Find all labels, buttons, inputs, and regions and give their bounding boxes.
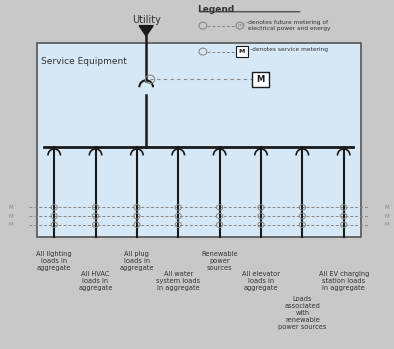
FancyBboxPatch shape bbox=[236, 46, 248, 57]
Text: All water
system loads
in aggregate: All water system loads in aggregate bbox=[156, 272, 200, 291]
Text: M: M bbox=[9, 222, 13, 227]
Text: All elevator
loads in
aggregate: All elevator loads in aggregate bbox=[242, 272, 280, 291]
Text: M: M bbox=[239, 49, 245, 54]
Text: Utility: Utility bbox=[132, 15, 161, 25]
Text: All EV charging
station loads
in aggregate: All EV charging station loads in aggrega… bbox=[318, 272, 369, 291]
Text: All plug
loads in
aggregate: All plug loads in aggregate bbox=[120, 251, 154, 271]
Text: M: M bbox=[385, 205, 389, 210]
Bar bbox=[37, 43, 361, 237]
Text: M: M bbox=[385, 214, 389, 218]
Polygon shape bbox=[139, 25, 153, 36]
Text: Legend: Legend bbox=[197, 5, 234, 14]
Text: Renewable
power
sources: Renewable power sources bbox=[201, 251, 238, 271]
Text: Service Equipment: Service Equipment bbox=[41, 57, 126, 66]
FancyBboxPatch shape bbox=[252, 72, 269, 87]
Text: -denotes future metering of
 electrical power and energy: -denotes future metering of electrical p… bbox=[246, 21, 331, 31]
Text: M: M bbox=[9, 205, 13, 210]
Text: All HVAC
loads in
aggregate: All HVAC loads in aggregate bbox=[78, 272, 113, 291]
Text: m: m bbox=[238, 23, 242, 28]
Text: M: M bbox=[9, 214, 13, 218]
Text: All lighting
loads in
aggregate: All lighting loads in aggregate bbox=[36, 251, 72, 271]
Text: M: M bbox=[385, 222, 389, 227]
Text: -denotes service metering: -denotes service metering bbox=[250, 47, 328, 52]
Text: Loads
associated
with
renewable
power sources: Loads associated with renewable power so… bbox=[278, 296, 327, 330]
Text: M: M bbox=[256, 75, 264, 84]
